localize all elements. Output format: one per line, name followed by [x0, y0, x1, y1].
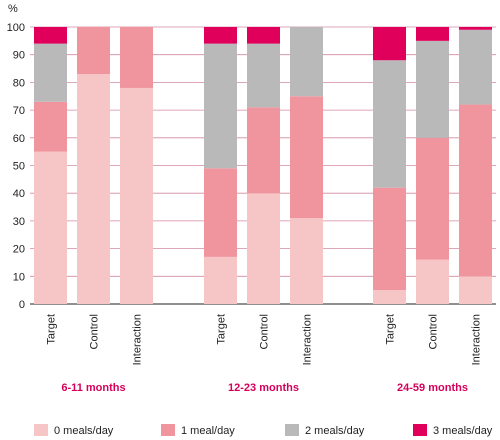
y-tick-label: 80: [13, 77, 25, 89]
category-label: Control: [89, 314, 101, 349]
bar-segment: [459, 29, 492, 105]
bar-segment: [416, 259, 449, 304]
y-tick-label: 90: [13, 50, 25, 62]
y-tick-label: 30: [13, 216, 25, 228]
bar-segment: [34, 43, 67, 102]
bar-segment: [373, 187, 406, 291]
bar-segment: [416, 137, 449, 260]
category-label: Control: [428, 314, 440, 349]
y-tick-label: 20: [13, 244, 25, 256]
category-label: Target: [216, 314, 228, 345]
legend-swatch: [161, 424, 175, 436]
legend-swatch: [413, 424, 427, 436]
category-label: Interaction: [132, 314, 144, 365]
legend-swatch: [34, 424, 48, 436]
bar-segment: [416, 27, 449, 41]
bar-segment: [290, 96, 323, 219]
bar-segment: [34, 27, 67, 44]
legend-label: 3 meals/day: [433, 425, 493, 437]
y-tick-label: 100: [7, 22, 25, 34]
bar-segment: [204, 256, 237, 304]
bar-segment: [204, 43, 237, 169]
bar-segment: [247, 193, 280, 304]
y-tick-label: 40: [13, 188, 25, 200]
bar-segment: [459, 104, 492, 277]
legend-label: 2 meals/day: [305, 425, 365, 437]
bar-segment: [373, 27, 406, 61]
y-tick-label: 60: [13, 133, 25, 145]
bar-segment: [290, 218, 323, 304]
bar-segment: [120, 87, 153, 304]
bar-segment: [373, 60, 406, 188]
bar-segment: [459, 276, 492, 304]
group-label: 12-23 months: [228, 382, 299, 394]
bar-segment: [459, 27, 492, 30]
y-tick-label: 70: [13, 105, 25, 117]
category-label: Target: [385, 314, 397, 345]
bar-segment: [34, 101, 67, 152]
bar-segment: [290, 27, 323, 97]
bar-segment: [120, 27, 153, 88]
bar-segment: [77, 27, 110, 75]
y-tick-label: 50: [13, 161, 25, 173]
legend-swatch: [285, 424, 299, 436]
bar-segment: [247, 43, 280, 108]
group-label: 6-11 months: [61, 382, 125, 394]
category-label: Interaction: [471, 314, 483, 365]
bar-segment: [34, 151, 67, 304]
bar-segment: [247, 27, 280, 44]
bar-segment: [204, 27, 237, 44]
y-axis-label: %: [8, 3, 18, 15]
bar-segment: [247, 107, 280, 194]
legend-label: 1 meal/day: [181, 425, 235, 437]
y-tick-label: 10: [13, 271, 25, 283]
bar-segment: [416, 40, 449, 138]
category-label: Target: [46, 314, 58, 345]
group-label: 24-59 months: [397, 382, 468, 394]
category-label: Interaction: [302, 314, 314, 365]
bar-segment: [373, 290, 406, 304]
y-tick-label: 0: [19, 299, 25, 311]
legend-label: 0 meals/day: [54, 425, 114, 437]
bar-segment: [77, 74, 110, 304]
bar-segment: [204, 168, 237, 257]
category-label: Control: [259, 314, 271, 349]
